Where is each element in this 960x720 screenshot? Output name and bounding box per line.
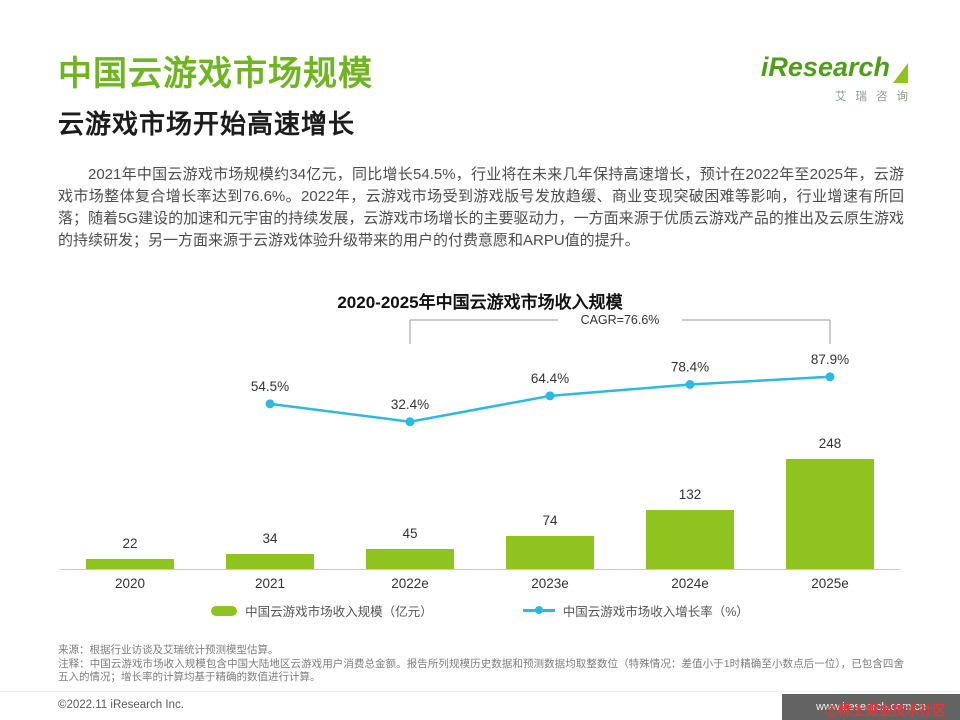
growth-rate-label: 78.4% xyxy=(671,359,709,374)
logo-text: iResearch xyxy=(760,52,890,82)
legend-line-label: 中国云游戏市场收入增长率（%） xyxy=(562,605,749,619)
bar-2020 xyxy=(86,559,174,569)
x-axis-label-2021: 2021 xyxy=(254,576,286,591)
bar-value-label-2024e: 132 xyxy=(678,487,702,503)
growth-line-point xyxy=(825,372,835,382)
growth-line-point xyxy=(545,391,555,401)
bar-value-label-2022e: 45 xyxy=(402,526,418,542)
intro-paragraph: 2021年中国云游戏市场规模约34亿元，同比增长54.5%，行业将在未来几年保持… xyxy=(58,166,904,249)
chart-legend: 中国云游戏市场收入规模（亿元） 中国云游戏市场收入增长率（%） xyxy=(60,601,900,620)
source-note: 来源：根据行业访谈及艾瑞统计预测模型估算。 xyxy=(58,644,279,656)
growth-line-overlay: 54.5% 32.4% 64.4% 78.4% 87.9% CAGR=76.6% xyxy=(251,313,849,427)
footer-divider xyxy=(0,691,960,692)
x-axis-label-2025e: 2025e xyxy=(811,576,849,591)
bar-2025e xyxy=(786,459,874,569)
growth-line-point xyxy=(265,399,275,409)
logo-row: iResearch xyxy=(761,52,908,83)
bar-value-label-2025e: 248 xyxy=(818,436,842,451)
page-subtitle: 云游戏市场开始高速增长 xyxy=(58,109,356,139)
x-axis-label-2023e: 2023e xyxy=(531,576,569,591)
bar-2023e xyxy=(506,536,594,569)
bar-value-label-2021: 34 xyxy=(262,530,278,546)
footnotes: 来源：根据行业访谈及艾瑞统计预测模型估算。 注释：中国云游戏市场收入规模包含中国… xyxy=(58,644,904,685)
annotation-note: 注释：中国云游戏市场收入规模包含中国大陆地区云游戏用户消费总金额。报告所列规模历… xyxy=(58,657,904,684)
iresearch-logo: iResearch 艾瑞咨询 xyxy=(761,52,908,104)
growth-rate-label: 64.4% xyxy=(531,371,569,386)
legend-item-bar: 中国云游戏市场收入规模（亿元） xyxy=(211,601,433,620)
bar-2022e xyxy=(366,549,454,569)
legend-bar-label: 中国云游戏市场收入规模（亿元） xyxy=(245,605,433,619)
growth-line-point xyxy=(685,379,695,389)
bar-2024e xyxy=(646,510,734,569)
chart-title: 2020-2025年中国云游戏市场收入规模 xyxy=(337,293,623,312)
watermark-strip: www.iresearch.com.cn xyxy=(782,694,960,720)
bar-2021 xyxy=(226,553,314,569)
bar-swatch-icon xyxy=(211,605,238,616)
legend-item-line: 中国云游戏市场收入增长率（%） xyxy=(522,601,749,620)
growth-rate-label: 87.9% xyxy=(811,352,849,367)
x-axis-label-2020: 2020 xyxy=(114,576,146,591)
bar-value-label-2023e: 74 xyxy=(542,513,558,529)
line-swatch-dot-icon xyxy=(534,606,543,614)
watermark-overlay: @稀土掘金技术社区 xyxy=(824,703,946,718)
page-title: 中国云游戏市场规模 xyxy=(58,55,373,93)
logo-subtext: 艾瑞咨询 xyxy=(835,91,917,103)
growth-line-point xyxy=(405,417,415,427)
growth-rate-label: 32.4% xyxy=(391,397,429,412)
watermark-url: www.iresearch.com.cn xyxy=(815,701,927,713)
x-axis-labels: 2020 2021 2022e 2023e 2024e 2025e xyxy=(60,576,900,591)
logo-flag-icon xyxy=(893,63,908,83)
cagr-annotation: CAGR=76.6% xyxy=(581,313,660,327)
line-swatch-icon xyxy=(522,606,555,614)
chart-canvas: 22 34 45 74 132 248 54.5% 32.4% 64.4% 78.4% 87.9% C… xyxy=(60,310,900,570)
bar-value-label-2020: 22 xyxy=(122,536,138,552)
copyright: ©2022.11 iResearch Inc. xyxy=(58,699,184,711)
x-axis-label-2022e: 2022e xyxy=(391,576,429,591)
growth-rate-label: 54.5% xyxy=(251,379,289,394)
x-axis-label-2024e: 2024e xyxy=(671,576,709,591)
